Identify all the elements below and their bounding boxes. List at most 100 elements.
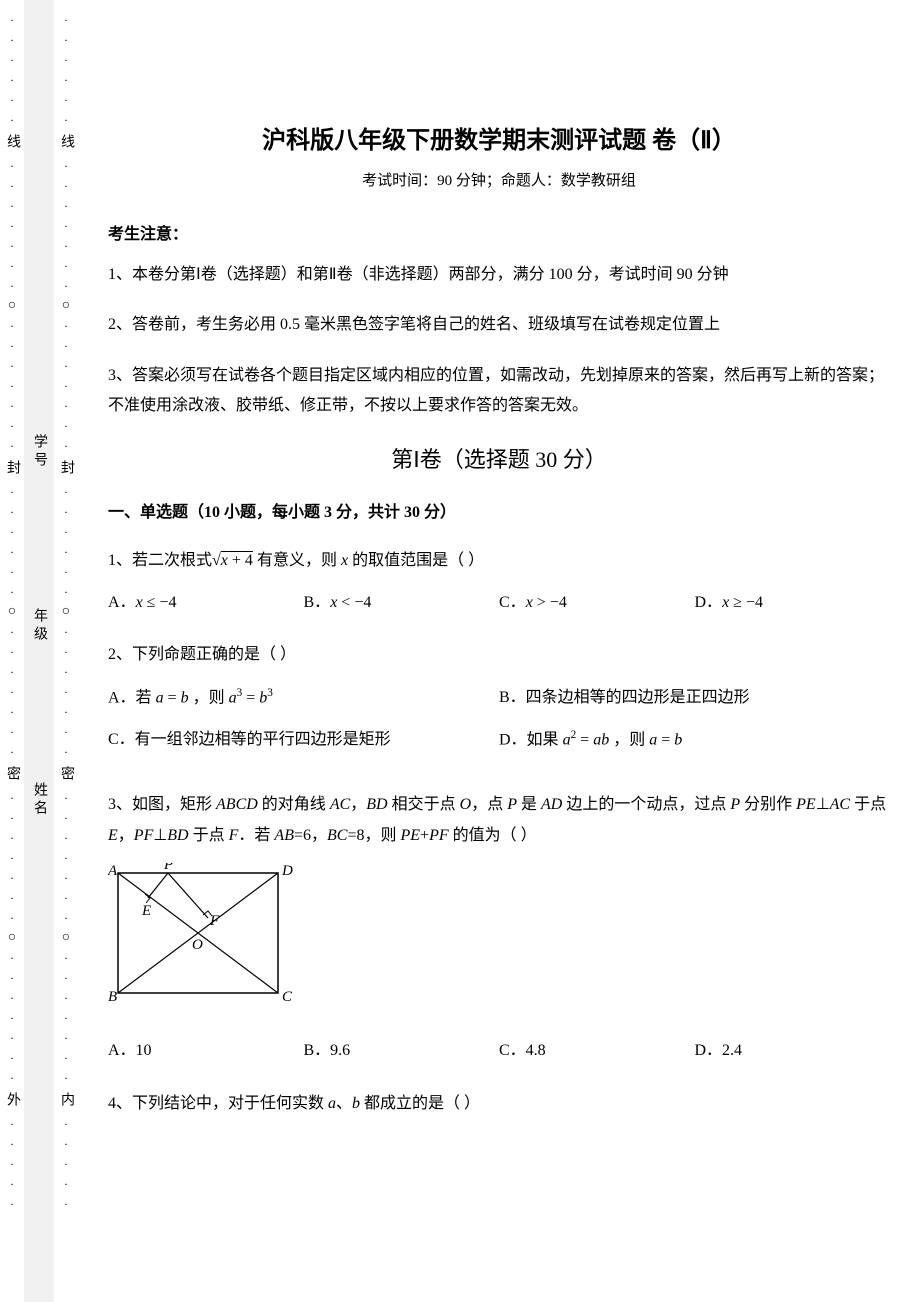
margin-dot: · (64, 622, 68, 642)
section-1-title: 第Ⅰ卷（选择题 30 分） (108, 442, 890, 474)
page: · · · · · · 线 · · · · · · · ○ · · · · · … (0, 0, 920, 1302)
margin-label-feng: 封 (2, 460, 22, 478)
exam-title: 沪科版八年级下册数学期末测评试题 卷（Ⅱ） (108, 120, 890, 155)
rectangle-diagram: A D B C P E F O (108, 863, 298, 1013)
margin-dot: · (64, 722, 68, 742)
margin-dot: · (10, 356, 14, 376)
q3-figure: A D B C P E F O (108, 863, 890, 1024)
margin-dot: · (64, 196, 68, 216)
margin-dot: · (10, 642, 14, 662)
margin-dot: · (64, 1194, 68, 1214)
margin-dot: · (10, 742, 14, 762)
margin-dot: · (64, 848, 68, 868)
q1-opt-b: B．x < −4 (304, 588, 500, 618)
margin-dot: · (10, 396, 14, 416)
margin-dot: · (10, 702, 14, 722)
margin-dot: · (64, 1114, 68, 1134)
margin-dot: · (10, 110, 14, 130)
margin-dot: · (64, 70, 68, 90)
margin-dot: · (10, 722, 14, 742)
label-B: B (108, 989, 117, 1005)
margin-dot: · (64, 276, 68, 296)
margin-dot: · (64, 436, 68, 456)
q3-opt-b: B．9.6 (304, 1036, 500, 1066)
q2-stem: 2、下列命题正确的是（ ） (108, 646, 296, 663)
margin-dot: · (10, 522, 14, 542)
label-F: F (209, 913, 220, 929)
q4-stem: 4、下列结论中，对于任何实数 a、b 都成立的是（ ） (108, 1095, 480, 1112)
margin-dot: · (64, 1048, 68, 1068)
margin-dot: · (64, 482, 68, 502)
margin-label-xian: 线 (2, 134, 22, 152)
notice-line-2: 2、答卷前，考生务必用 0.5 毫米黑色签字笔将自己的姓名、班级填写在试卷规定位… (108, 310, 890, 340)
margin-dot: · (10, 848, 14, 868)
margin-dot: · (10, 788, 14, 808)
label-E: E (141, 903, 151, 919)
middle-margin-column: 学号 年级 姓名 (24, 0, 54, 1302)
margin-dot: · (64, 416, 68, 436)
margin-dot: · (10, 582, 14, 602)
q2-opt-a: A．若 a = b ，则 a3 = b3 (108, 683, 499, 714)
q2-opt-c: C．有一组邻边相等的平行四边形是矩形 (108, 725, 499, 756)
margin-label-xuehao: 学号 (29, 434, 49, 470)
notice-line-1: 1、本卷分第Ⅰ卷（选择题）和第Ⅱ卷（非选择题）两部分，满分 100 分，考试时间… (108, 260, 890, 290)
margin-dot: · (64, 90, 68, 110)
q1-opt-d: D．x ≥ −4 (695, 588, 891, 618)
label-C: C (282, 989, 293, 1005)
outer-margin-column: · · · · · · 线 · · · · · · · ○ · · · · · … (0, 0, 24, 1302)
margin-dot: · (10, 256, 14, 276)
margin-dot: · (10, 662, 14, 682)
margin-circle: ○ (62, 602, 70, 622)
q1-opt-a: A．x ≤ −4 (108, 588, 304, 618)
margin-label-mi: 密 (56, 766, 76, 784)
margin-dot: · (10, 90, 14, 110)
margin-dot: · (10, 1154, 14, 1174)
margin-dot: · (64, 1134, 68, 1154)
margin-dot: · (64, 396, 68, 416)
margin-dot: · (10, 1048, 14, 1068)
margin-dot: · (64, 10, 68, 30)
margin-dot: · (64, 682, 68, 702)
q2-options: A．若 a = b ，则 a3 = b3 B．四条边相等的四边形是正四边形 C．… (108, 683, 890, 768)
margin-dot: · (10, 622, 14, 642)
margin-dot: · (10, 1114, 14, 1134)
margin-dot: · (10, 336, 14, 356)
margin-dot: · (64, 50, 68, 70)
margin-dot: · (64, 156, 68, 176)
margin-dot: · (64, 1154, 68, 1174)
margin-dot: · (64, 1068, 68, 1088)
margin-dot: · (64, 336, 68, 356)
margin-label-xingming: 姓名 (29, 782, 49, 818)
notice-heading: 考生注意： (108, 220, 890, 244)
margin-dot: · (10, 50, 14, 70)
q2-opt-d: D．如果 a2 = ab ，则 a = b (499, 725, 890, 756)
margin-dot: · (10, 176, 14, 196)
margin-dot: · (64, 788, 68, 808)
margin-circle: ○ (62, 296, 70, 316)
label-O: O (192, 937, 203, 953)
q3-stem: 3、如图，矩形 ABCD 的对角线 AC，BD 相交于点 O，点 P 是 AD … (108, 796, 886, 843)
margin-circle: ○ (8, 928, 16, 948)
margin-circle: ○ (8, 602, 16, 622)
margin-dot: · (64, 216, 68, 236)
margin-label-xian: 线 (56, 134, 76, 152)
question-3: 3、如图，矩形 ABCD 的对角线 AC，BD 相交于点 O，点 P 是 AD … (108, 790, 890, 1067)
q3-opt-c: C．4.8 (499, 1036, 695, 1066)
margin-dot: · (64, 356, 68, 376)
margin-dot: · (10, 1028, 14, 1048)
q3-opt-d: D．2.4 (695, 1036, 891, 1066)
margin-dot: · (10, 316, 14, 336)
margin-dot: · (10, 562, 14, 582)
margin-dot: · (64, 868, 68, 888)
margin-label-mi: 密 (2, 766, 22, 784)
margin-dot: · (64, 1174, 68, 1194)
notice-line-3: 3、答案必须写在试卷各个题目指定区域内相应的位置，如需改动，先划掉原来的答案，然… (108, 361, 890, 422)
q1-stem-post: 有意义，则 x 的取值范围是（ ） (257, 552, 484, 569)
margin-dot: · (10, 988, 14, 1008)
label-P: P (163, 863, 173, 873)
margin-label-wai: 外 (2, 1092, 22, 1110)
question-1: 1、若二次根式√x + 4 有意义，则 x 的取值范围是（ ） A．x ≤ −4… (108, 546, 890, 619)
margin-dot: · (10, 482, 14, 502)
margin-dot: · (64, 742, 68, 762)
margin-dot: · (64, 562, 68, 582)
